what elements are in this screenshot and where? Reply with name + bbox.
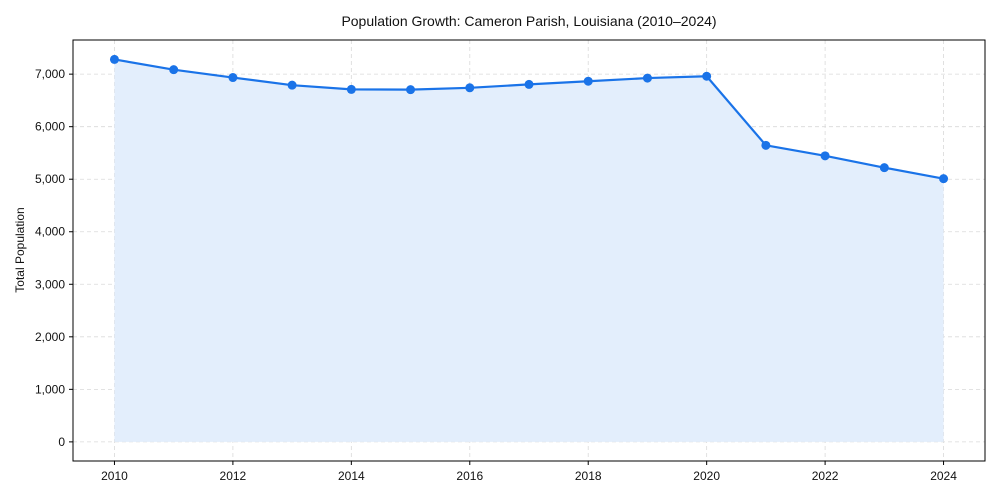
chart-title: Population Growth: Cameron Parish, Louis… (341, 13, 716, 29)
y-tick-label: 5,000 (35, 172, 65, 186)
x-tick-label: 2022 (812, 469, 839, 483)
data-point-marker (524, 79, 534, 89)
x-tick-label: 2020 (693, 469, 720, 483)
data-point-marker (702, 71, 712, 81)
data-point-marker (642, 73, 652, 83)
data-point-marker (287, 80, 297, 90)
y-tick-label: 1,000 (35, 382, 65, 396)
data-markers (109, 54, 949, 184)
y-tick-label: 2,000 (35, 330, 65, 344)
x-tick-label: 2012 (220, 469, 247, 483)
x-tick-label: 2024 (930, 469, 957, 483)
data-point-marker (346, 84, 356, 94)
data-point-marker (169, 65, 179, 75)
data-point-marker (820, 151, 830, 161)
data-point-marker (879, 163, 889, 173)
y-axis-label: Total Population (13, 207, 27, 292)
data-point-marker (583, 76, 593, 86)
plot-frame (72, 39, 986, 462)
x-tick-label: 2016 (456, 469, 483, 483)
x-axis-ticks: 2010 2012 2014 2016 2018 2020 2022 2024 (101, 461, 957, 483)
y-tick-label: 3,000 (35, 277, 65, 291)
series-area (114, 59, 944, 442)
data-point-marker (939, 174, 949, 184)
area-fill (114, 59, 944, 442)
y-tick-label: 6,000 (35, 120, 65, 134)
x-tick-label: 2014 (338, 469, 365, 483)
y-axis-ticks: 0 1,000 2,000 3,000 4,000 5,000 6,000 7,000 (35, 67, 73, 449)
data-point-marker (465, 83, 475, 93)
y-tick-label: 0 (58, 435, 65, 449)
data-point-marker (228, 73, 238, 83)
data-point-marker (761, 140, 771, 150)
data-point-marker (109, 54, 119, 64)
y-tick-label: 7,000 (35, 67, 65, 81)
x-tick-label: 2018 (575, 469, 602, 483)
x-tick-label: 2010 (101, 469, 128, 483)
data-point-marker (406, 85, 416, 95)
y-tick-label: 4,000 (35, 225, 65, 239)
